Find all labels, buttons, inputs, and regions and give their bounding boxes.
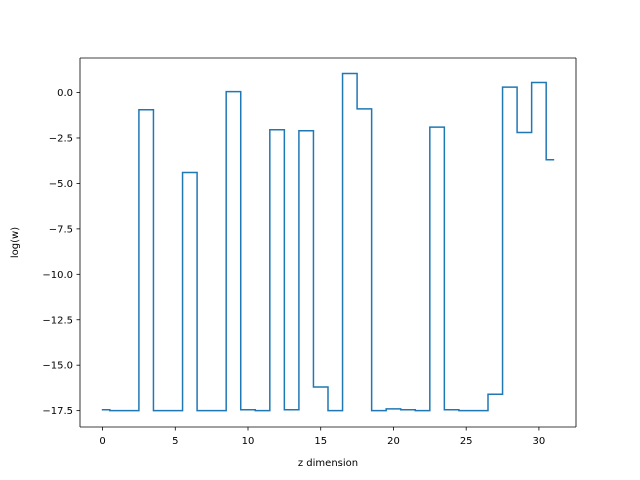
x-tick-label: 15 — [314, 436, 327, 447]
x-tick-label: 5 — [172, 436, 178, 447]
y-tick-label: −2.5 — [49, 133, 73, 144]
y-tick-label: −12.5 — [42, 315, 73, 326]
x-tick-label: 10 — [242, 436, 255, 447]
axes-frame — [79, 57, 577, 428]
x-tick-label: 0 — [99, 436, 105, 447]
y-tick-label: −10.0 — [42, 270, 73, 281]
x-tick-label: 25 — [460, 436, 473, 447]
series-line-0 — [101, 72, 555, 412]
x-axis-ticks: 0 5 10 15 20 25 30 — [99, 427, 545, 447]
series-layer — [101, 72, 555, 412]
y-axis-ticks: 0.0 −2.5 −5.0 −7.5 −10.0 −12.5 −15.0 −17.5 — [42, 88, 80, 417]
y-tick-label: −7.5 — [49, 224, 73, 235]
y-tick-label: −5.0 — [49, 179, 73, 190]
x-tick-label: 20 — [387, 436, 400, 447]
y-tick-label: 0.0 — [57, 88, 73, 99]
plot-area — [80, 58, 576, 427]
y-axis-label: log(w) — [10, 227, 21, 258]
x-axis-label: z dimension — [298, 458, 358, 469]
y-tick-label: −15.0 — [42, 361, 73, 372]
x-tick-label: 30 — [533, 436, 546, 447]
axes-background — [80, 58, 576, 427]
y-tick-label: −17.5 — [42, 406, 73, 417]
